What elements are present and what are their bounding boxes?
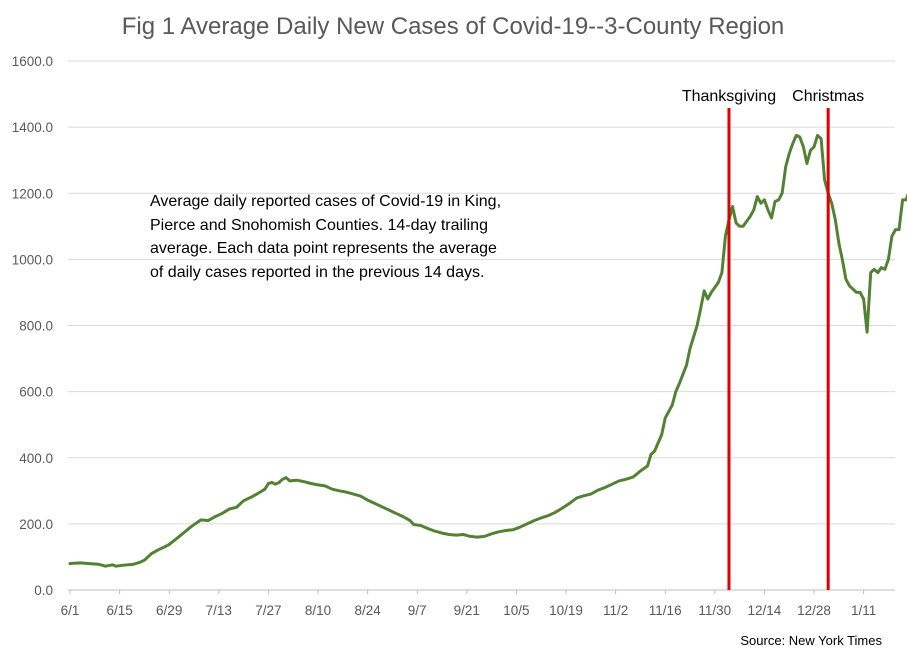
x-tick-label: 11/2 bbox=[603, 603, 628, 618]
x-tick-label: 7/13 bbox=[206, 603, 232, 618]
gridlines bbox=[68, 60, 895, 591]
chart-source: Source: New York Times bbox=[740, 633, 882, 648]
x-tick-label: 6/15 bbox=[106, 603, 132, 618]
y-tick-label: 0.0 bbox=[34, 583, 53, 598]
note-line: Pierce and Snohomish Counties. 14-day tr… bbox=[150, 217, 488, 234]
series-line bbox=[68, 133, 907, 568]
x-tick-label: 12/14 bbox=[748, 603, 782, 618]
x-tick-label: 11/16 bbox=[649, 603, 682, 618]
x-tick-label: 7/27 bbox=[255, 603, 281, 618]
y-tick-label: 1200.0 bbox=[12, 186, 53, 201]
x-tick-label: 11/30 bbox=[698, 603, 731, 618]
y-tick-label: 600.0 bbox=[19, 385, 53, 400]
y-tick-label: 1400.0 bbox=[12, 120, 53, 135]
x-tick-label: 12/28 bbox=[797, 603, 831, 618]
x-tick-label: 9/21 bbox=[454, 603, 480, 618]
chart-title: Fig 1 Average Daily New Cases of Covid-1… bbox=[122, 13, 785, 40]
note-line: of daily cases reported in the previous … bbox=[150, 264, 484, 281]
note-line: Average daily reported cases of Covid-19… bbox=[150, 193, 501, 210]
event-label: Christmas bbox=[792, 88, 864, 105]
y-tick-label: 1600.0 bbox=[12, 54, 53, 69]
event-lines: Thanksgiving Christmas bbox=[682, 88, 864, 590]
event-label: Thanksgiving bbox=[682, 88, 776, 105]
x-tick-label: 6/1 bbox=[61, 603, 80, 618]
x-tick-label: 1/11 bbox=[851, 603, 876, 618]
y-tick-label: 1000.0 bbox=[12, 252, 53, 267]
y-tick-label: 400.0 bbox=[19, 451, 53, 466]
x-tick-label: 10/19 bbox=[549, 603, 583, 618]
y-tick-label: 200.0 bbox=[19, 517, 53, 532]
chart-note: Average daily reported cases of Covid-19… bbox=[150, 193, 501, 281]
x-axis-ticks: 6/1 6/15 6/29 7/13 7/27 8/10 8/24 9/7 9/21 10/5 10… bbox=[61, 590, 876, 618]
x-tick-label: 10/5 bbox=[503, 603, 529, 618]
x-tick-label: 9/7 bbox=[408, 603, 427, 618]
x-tick-label: 8/24 bbox=[354, 603, 381, 618]
y-axis-ticks: 0.0 200.0 400.0 600.0 800.0 1000.0 1200.0 1400.… bbox=[12, 54, 53, 598]
x-tick-label: 8/10 bbox=[305, 603, 331, 618]
x-tick-label: 6/29 bbox=[156, 603, 182, 618]
note-line: average. Each data point represents the … bbox=[150, 240, 497, 257]
y-tick-label: 800.0 bbox=[19, 319, 53, 334]
series-layer bbox=[68, 133, 907, 568]
